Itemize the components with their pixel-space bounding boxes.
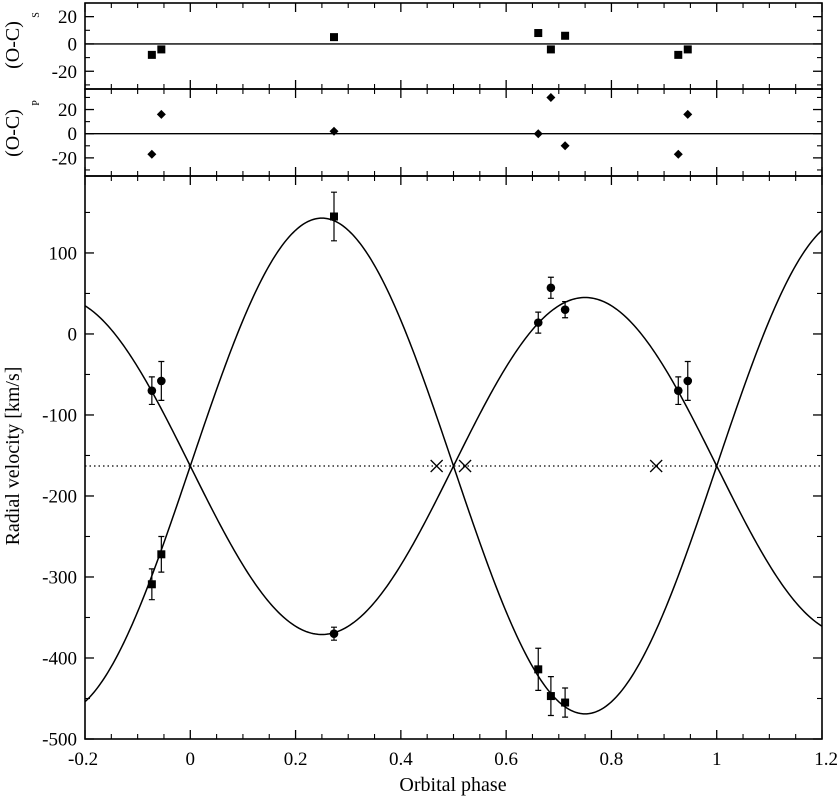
data-point-square xyxy=(534,665,543,674)
oc-secondary-panel: 20 0 -20 xyxy=(52,2,823,90)
cross-marker xyxy=(649,459,663,473)
x-tick-label: 0.6 xyxy=(494,749,518,770)
data-point-square xyxy=(147,580,156,589)
data-point-square xyxy=(674,50,683,59)
data-point-diamond xyxy=(546,92,556,102)
data-point-diamond xyxy=(329,126,339,136)
y-tick-label: -20 xyxy=(52,148,77,169)
oc-primary-panel: 20 0 -20 xyxy=(52,88,823,177)
x-tick-label: 1 xyxy=(712,749,722,770)
y-axis-subscript-s: S xyxy=(31,12,42,18)
y-tick-label: 0 xyxy=(68,34,78,55)
data-point-circle xyxy=(329,629,339,638)
data-point-diamond xyxy=(683,109,693,119)
y-tick-label: -300 xyxy=(42,567,77,588)
data-point-square xyxy=(683,45,692,54)
data-point-circle xyxy=(147,386,157,395)
y-axis-subscript-p: P xyxy=(31,100,42,106)
data-point-square xyxy=(330,33,339,42)
data-point-diamond xyxy=(156,109,166,119)
x-tick-labels: -0.2 0 0.2 0.4 0.6 0.8 1 1.2 xyxy=(68,749,838,770)
svg-text:(O-C): (O-C) xyxy=(2,109,24,157)
data-point-square xyxy=(157,550,166,559)
y-tick-label: 100 xyxy=(49,243,78,264)
y-tick-label: 20 xyxy=(58,7,77,28)
data-point-square xyxy=(330,212,339,221)
x-tick-label: 1.2 xyxy=(814,749,838,770)
svg-text:(O-C): (O-C) xyxy=(2,21,24,69)
data-point-circle xyxy=(533,318,543,327)
x-tick-label: 0.8 xyxy=(600,749,624,770)
x-tick-label: 0.2 xyxy=(284,749,308,770)
plot-frame xyxy=(84,2,823,90)
y-tick-label: 0 xyxy=(68,124,78,145)
data-point-diamond xyxy=(147,149,157,159)
y-axis-title-oc-primary: (O-C) P xyxy=(2,100,42,157)
data-point-square xyxy=(147,50,156,59)
x-tick-label: -0.2 xyxy=(68,749,98,770)
data-point-square xyxy=(546,45,555,54)
plot-frame xyxy=(84,88,823,177)
y-tick-label: 0 xyxy=(68,324,78,345)
y-tick-label: -500 xyxy=(42,730,77,751)
data-point-diamond xyxy=(673,149,683,159)
plot-frame xyxy=(84,175,823,740)
data-point-square xyxy=(561,31,570,40)
data-point-square xyxy=(546,692,555,701)
y-axis-title-rv: Radial velocity [km/s] xyxy=(2,367,24,546)
data-point-circle xyxy=(560,305,570,314)
radial-velocity-panel: 100 0 -100 -200 -300 -400 -500 xyxy=(42,175,823,751)
cross-marker xyxy=(430,459,444,473)
y-tick-label: -100 xyxy=(42,405,77,426)
data-point-square xyxy=(561,698,570,707)
data-point-circle xyxy=(157,376,166,386)
model-curve xyxy=(84,217,823,715)
data-point-diamond xyxy=(533,129,543,139)
data-point-square xyxy=(534,29,543,38)
data-point-circle xyxy=(683,376,693,386)
y-tick-label: -200 xyxy=(42,486,77,507)
data-point-circle xyxy=(673,386,683,395)
cross-marker xyxy=(458,459,472,473)
x-tick-label: 0 xyxy=(186,749,196,770)
data-point-circle xyxy=(546,283,556,293)
y-tick-label: 20 xyxy=(58,100,77,121)
x-axis-title: Orbital phase xyxy=(399,774,506,796)
data-point-diamond xyxy=(560,141,570,151)
y-tick-label: -400 xyxy=(42,648,77,669)
x-tick-label: 0.4 xyxy=(389,749,413,770)
y-axis-title-oc-secondary: (O-C) S xyxy=(2,12,42,69)
y-tick-label: -20 xyxy=(52,62,77,83)
data-point-square xyxy=(157,45,166,54)
